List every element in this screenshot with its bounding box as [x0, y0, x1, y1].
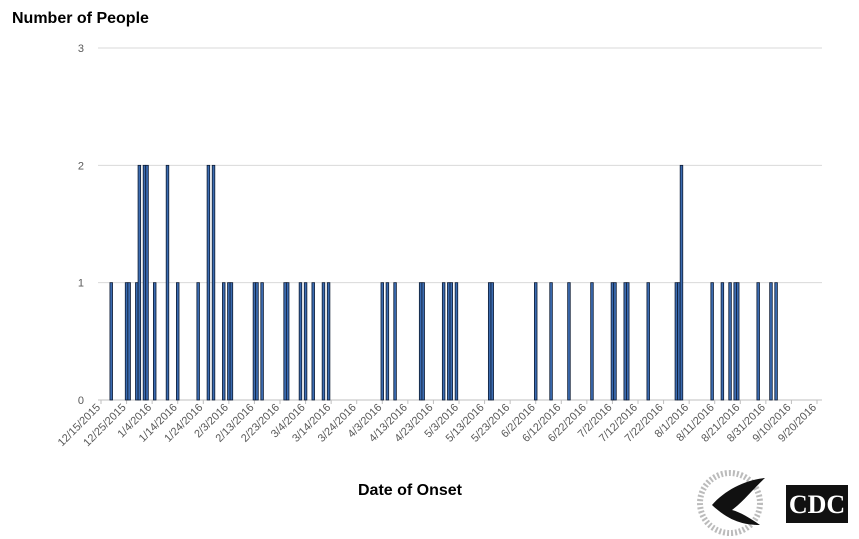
bar: [229, 282, 234, 401]
bar: [385, 282, 390, 401]
hhs-logo: [697, 470, 765, 536]
bar: [756, 282, 760, 401]
y-tick-label: 1: [78, 278, 84, 290]
bar: [613, 282, 617, 401]
chart-title: Number of People: [12, 10, 149, 27]
bar: [222, 282, 226, 401]
bar: [421, 282, 425, 401]
y-tick-label: 0: [78, 395, 84, 407]
bar: [393, 282, 397, 401]
bar: [380, 282, 384, 401]
bar: [255, 282, 259, 401]
bar: [769, 282, 773, 401]
bar: [196, 282, 200, 401]
bar: [449, 282, 454, 401]
bar: [534, 282, 538, 401]
bar: [211, 164, 216, 401]
bar: [646, 282, 650, 401]
bar: [720, 282, 725, 401]
cdc-logo-text: CDC: [789, 490, 845, 519]
y-tick-label: 2: [78, 160, 84, 172]
bar: [626, 282, 630, 401]
cdc-logo: CDC: [786, 485, 848, 523]
bar: [145, 164, 149, 401]
bar: [298, 282, 303, 401]
bar: [490, 282, 494, 401]
bar: [137, 164, 142, 401]
bar: [206, 164, 211, 401]
y-tick-label: 3: [78, 43, 84, 55]
bar: [679, 164, 684, 401]
bar: [152, 282, 157, 401]
bar: [260, 282, 264, 401]
bar: [710, 282, 714, 401]
bar: [728, 282, 732, 401]
bar: [303, 282, 308, 401]
bar: [454, 282, 459, 401]
bar: [326, 282, 331, 401]
bar: [311, 282, 315, 401]
bar: [549, 282, 553, 401]
bar: [774, 282, 778, 401]
bar: [109, 282, 113, 401]
x-axis-title: Date of Onset: [358, 482, 463, 499]
bar: [285, 282, 290, 401]
bar: [321, 282, 326, 401]
bar: [165, 164, 170, 401]
bar: [567, 282, 571, 401]
bar: [590, 282, 594, 401]
bar: [736, 282, 740, 401]
bar: [127, 282, 131, 401]
bar: [441, 282, 446, 401]
bar: [176, 282, 180, 401]
